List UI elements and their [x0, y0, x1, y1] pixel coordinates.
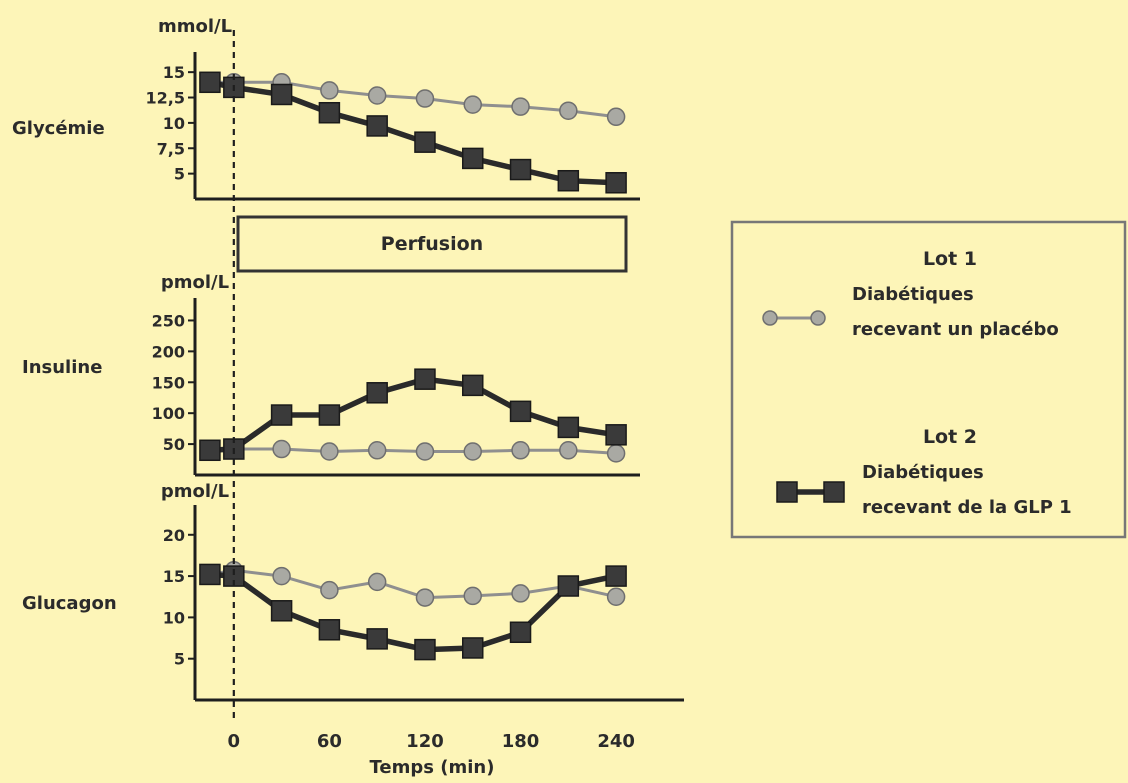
lot1-point	[272, 439, 291, 459]
lot2-point	[199, 439, 221, 462]
lot1-series-line	[209, 447, 617, 455]
lot1-point	[367, 572, 387, 592]
lot2-point	[318, 619, 341, 641]
perfusion-label: Perfusion	[381, 233, 483, 255]
legend-lot2-title: Lot 2	[923, 426, 977, 448]
lot2-point	[557, 169, 580, 192]
y-tick-label: 5	[174, 165, 185, 184]
y-tick-label: 20	[163, 526, 185, 545]
y-tick-label: 10	[163, 114, 185, 133]
panel-glucagon: pmol/L Glucagon 5 10 15 20	[22, 481, 684, 702]
y-tick-label: 15	[163, 567, 185, 586]
lot1-point	[511, 97, 530, 116]
lot2-point	[366, 628, 388, 650]
lot1-point	[367, 86, 387, 105]
lot2-point	[414, 638, 436, 661]
lot2-point	[557, 416, 580, 439]
lot2-point	[462, 147, 484, 170]
y-tick-label: 150	[152, 373, 185, 392]
lot1-point	[511, 441, 530, 460]
x-tick-label: 120	[406, 731, 444, 752]
chart-panels: mmol/L Glycémie 5 7,5 10 12,5 15 pmol/L Insuline…	[12, 16, 684, 752]
lot2-point	[270, 83, 293, 106]
y-tick-label: 250	[152, 311, 185, 330]
x-axis-title: Temps (min)	[370, 757, 495, 778]
lot2-point	[318, 101, 341, 124]
lot2-point	[414, 131, 436, 153]
x-tick-label: 180	[502, 731, 540, 752]
lot2-series-line	[209, 376, 617, 454]
y-tick-label: 10	[163, 608, 185, 627]
lot1-point	[606, 444, 626, 463]
lot2-point	[605, 565, 627, 587]
lot1-point	[415, 89, 435, 108]
lot2-point	[223, 565, 245, 587]
y-axis-unit: pmol/L	[161, 481, 229, 502]
lot2-point	[462, 637, 484, 659]
lot2-point	[199, 71, 221, 94]
lot1-point	[606, 587, 626, 606]
lot1-point	[559, 101, 578, 120]
x-tick-label: 0	[228, 731, 241, 752]
lot2-point	[509, 621, 532, 644]
legend-lot1-line2: recevant un placébo	[852, 319, 1059, 340]
lot2-series-line	[209, 79, 617, 186]
legend-lot1-line1: Diabétiques	[852, 284, 974, 305]
lot1-point	[463, 442, 482, 461]
y-axis-unit: mmol/L	[158, 16, 232, 37]
legend-lot2-marker	[776, 481, 845, 503]
lot1-point	[367, 441, 387, 460]
lot2-point	[318, 404, 341, 426]
lot2-point	[199, 563, 221, 586]
lot2-point	[366, 115, 388, 137]
legend-lot1-title: Lot 1	[923, 248, 977, 270]
legend-lot1-marker	[762, 310, 826, 326]
lot1-series-line	[209, 568, 617, 600]
lot2-point	[366, 382, 388, 404]
lot1-point	[415, 588, 435, 607]
lot1-series-line	[209, 80, 617, 119]
lot1-point	[272, 566, 291, 586]
lot2-series-line	[209, 571, 617, 653]
lot2-point	[270, 600, 293, 622]
lot2-point	[270, 404, 293, 426]
lot2-point	[557, 575, 580, 597]
y-tick-label: 200	[152, 342, 185, 361]
y-tick-label: 15	[163, 63, 185, 82]
x-tick-label: 60	[317, 731, 342, 752]
y-tick-label: 7,5	[157, 139, 185, 158]
lot1-point	[463, 95, 482, 114]
panel-title: Glycémie	[12, 118, 105, 139]
lot2-point	[509, 158, 532, 181]
lot1-point	[415, 442, 435, 461]
x-tick-label: 240	[597, 731, 635, 752]
lot2-point	[414, 368, 436, 390]
lot1-point	[320, 580, 339, 600]
lot1-point	[606, 107, 626, 127]
panel-glycémie: mmol/L Glycémie 5 7,5 10 12,5 15	[12, 16, 640, 201]
y-tick-label: 12,5	[146, 89, 185, 108]
panel-title: Insuline	[22, 357, 102, 378]
y-tick-label: 100	[152, 404, 185, 423]
lot1-point	[320, 442, 339, 461]
lot1-point	[463, 586, 482, 606]
perfusion-box	[236, 215, 628, 273]
lot2-point	[509, 400, 532, 423]
legend-lot2-line2: recevant de la GLP 1	[862, 497, 1072, 518]
panel-title: Glucagon	[22, 593, 117, 614]
lot1-point	[559, 441, 578, 460]
lot1-point	[320, 81, 339, 100]
y-tick-label: 5	[174, 650, 185, 669]
legend-lot2-line1: Diabétiques	[862, 462, 984, 483]
panel-insuline: pmol/L Insuline 50 100 150 200 250	[22, 272, 640, 477]
lot2-point	[605, 172, 627, 194]
lot2-point	[462, 374, 484, 397]
lot1-point	[511, 584, 530, 603]
y-axis-unit: pmol/L	[161, 272, 229, 293]
y-tick-label: 50	[163, 435, 185, 454]
lot2-point	[605, 424, 627, 446]
